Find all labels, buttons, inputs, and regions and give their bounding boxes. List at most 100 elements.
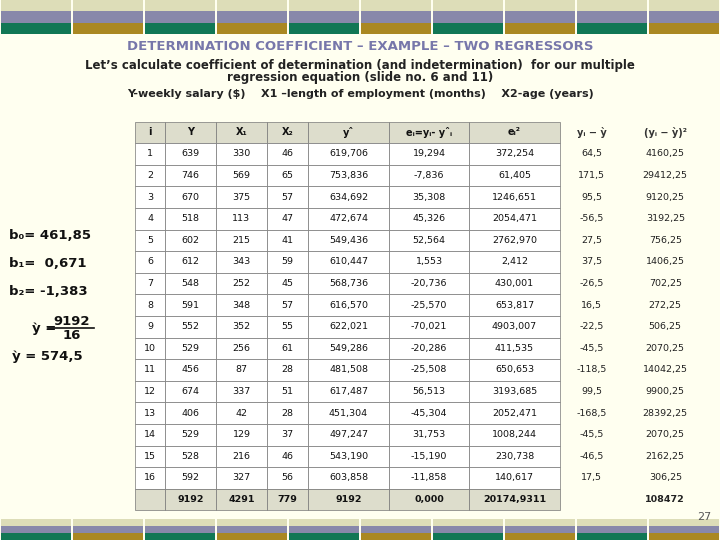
Bar <box>433 533 503 540</box>
Text: 129: 129 <box>233 430 251 439</box>
Text: 2070,25: 2070,25 <box>646 430 685 439</box>
Bar <box>361 23 431 34</box>
Bar <box>165 381 216 402</box>
Text: X₂: X₂ <box>282 127 294 137</box>
Bar <box>433 11 503 23</box>
Bar <box>267 165 308 186</box>
Bar <box>289 23 359 34</box>
Text: 47: 47 <box>282 214 294 223</box>
Text: 215: 215 <box>233 236 251 245</box>
Bar <box>216 273 267 294</box>
Bar <box>267 251 308 273</box>
Bar <box>135 316 165 338</box>
Text: 2054,471: 2054,471 <box>492 214 537 223</box>
Text: 61,405: 61,405 <box>498 171 531 180</box>
Text: 14042,25: 14042,25 <box>643 366 688 374</box>
Bar <box>308 230 389 251</box>
Text: 1246,651: 1246,651 <box>492 193 537 201</box>
Text: 8: 8 <box>147 301 153 309</box>
Text: yˆ: yˆ <box>343 127 354 138</box>
Text: 19,294: 19,294 <box>413 150 446 158</box>
Text: 65: 65 <box>282 171 294 180</box>
Text: -168,5: -168,5 <box>577 409 607 417</box>
Text: eᵢ=yᵢ- yˆᵢ: eᵢ=yᵢ- yˆᵢ <box>406 127 452 138</box>
Bar <box>165 251 216 273</box>
Text: 622,021: 622,021 <box>329 322 368 331</box>
Text: (yᵢ − ỳ)²: (yᵢ − ỳ)² <box>644 127 687 138</box>
Bar <box>361 11 431 23</box>
Bar <box>389 143 469 165</box>
Text: regression equation (slide no. 6 and 11): regression equation (slide no. 6 and 11) <box>227 71 493 84</box>
Bar <box>469 122 559 143</box>
Bar <box>389 251 469 273</box>
Bar <box>165 208 216 230</box>
Text: 46: 46 <box>282 452 294 461</box>
Text: 51: 51 <box>282 387 294 396</box>
Text: 16,5: 16,5 <box>581 301 602 309</box>
Text: -45,5: -45,5 <box>580 430 604 439</box>
Text: 28: 28 <box>282 409 294 417</box>
Bar <box>469 165 559 186</box>
Text: 3192,25: 3192,25 <box>646 214 685 223</box>
Bar <box>289 526 359 533</box>
Text: -25,508: -25,508 <box>411 366 447 374</box>
Text: 4903,007: 4903,007 <box>492 322 537 331</box>
Text: 472,674: 472,674 <box>329 214 368 223</box>
Text: DETERMINATION COEFFICIENT – EXAMPLE – TWO REGRESSORS: DETERMINATION COEFFICIENT – EXAMPLE – TW… <box>127 40 593 53</box>
Bar <box>308 467 389 489</box>
Text: Y-weekly salary ($)    X1 –length of employment (months)    X2-age (years): Y-weekly salary ($) X1 –length of employ… <box>127 89 593 99</box>
Bar <box>469 316 559 338</box>
Text: 10: 10 <box>144 344 156 353</box>
Text: 2762,970: 2762,970 <box>492 236 537 245</box>
Text: 3: 3 <box>147 193 153 201</box>
Text: 9120,25: 9120,25 <box>646 193 685 201</box>
Bar <box>216 424 267 446</box>
Bar <box>217 533 287 540</box>
Text: 549,286: 549,286 <box>329 344 368 353</box>
Bar <box>649 533 719 540</box>
Bar <box>469 381 559 402</box>
Bar <box>216 489 267 510</box>
Bar <box>216 467 267 489</box>
Bar <box>165 316 216 338</box>
Bar <box>577 533 647 540</box>
Text: 306,25: 306,25 <box>649 474 682 482</box>
Text: 779: 779 <box>278 495 297 504</box>
Bar <box>308 251 389 273</box>
Text: X₁: X₁ <box>235 127 247 137</box>
Bar <box>577 519 647 526</box>
Text: 1406,25: 1406,25 <box>646 258 685 266</box>
Text: 272,25: 272,25 <box>649 301 682 309</box>
Bar <box>469 186 559 208</box>
Text: 506,25: 506,25 <box>649 322 682 331</box>
Bar <box>389 273 469 294</box>
Bar <box>135 338 165 359</box>
Bar <box>308 424 389 446</box>
Bar <box>389 165 469 186</box>
Text: 9192: 9192 <box>177 495 204 504</box>
Bar <box>165 489 216 510</box>
Bar <box>267 467 308 489</box>
Bar <box>469 338 559 359</box>
Text: 481,508: 481,508 <box>329 366 368 374</box>
Text: 548: 548 <box>181 279 199 288</box>
Bar <box>389 338 469 359</box>
Bar <box>361 519 431 526</box>
Text: 456: 456 <box>181 366 199 374</box>
Text: eᵢ²: eᵢ² <box>508 127 521 137</box>
Bar <box>308 165 389 186</box>
Bar <box>135 446 165 467</box>
Bar <box>308 338 389 359</box>
Bar <box>217 526 287 533</box>
Bar <box>308 143 389 165</box>
Text: 603,858: 603,858 <box>329 474 368 482</box>
Bar <box>389 316 469 338</box>
Text: 1: 1 <box>147 150 153 158</box>
Bar <box>308 489 389 510</box>
Bar <box>165 230 216 251</box>
Text: 16: 16 <box>144 474 156 482</box>
Bar <box>73 526 143 533</box>
Text: 56: 56 <box>282 474 294 482</box>
Text: 52,564: 52,564 <box>413 236 446 245</box>
Bar <box>145 533 215 540</box>
